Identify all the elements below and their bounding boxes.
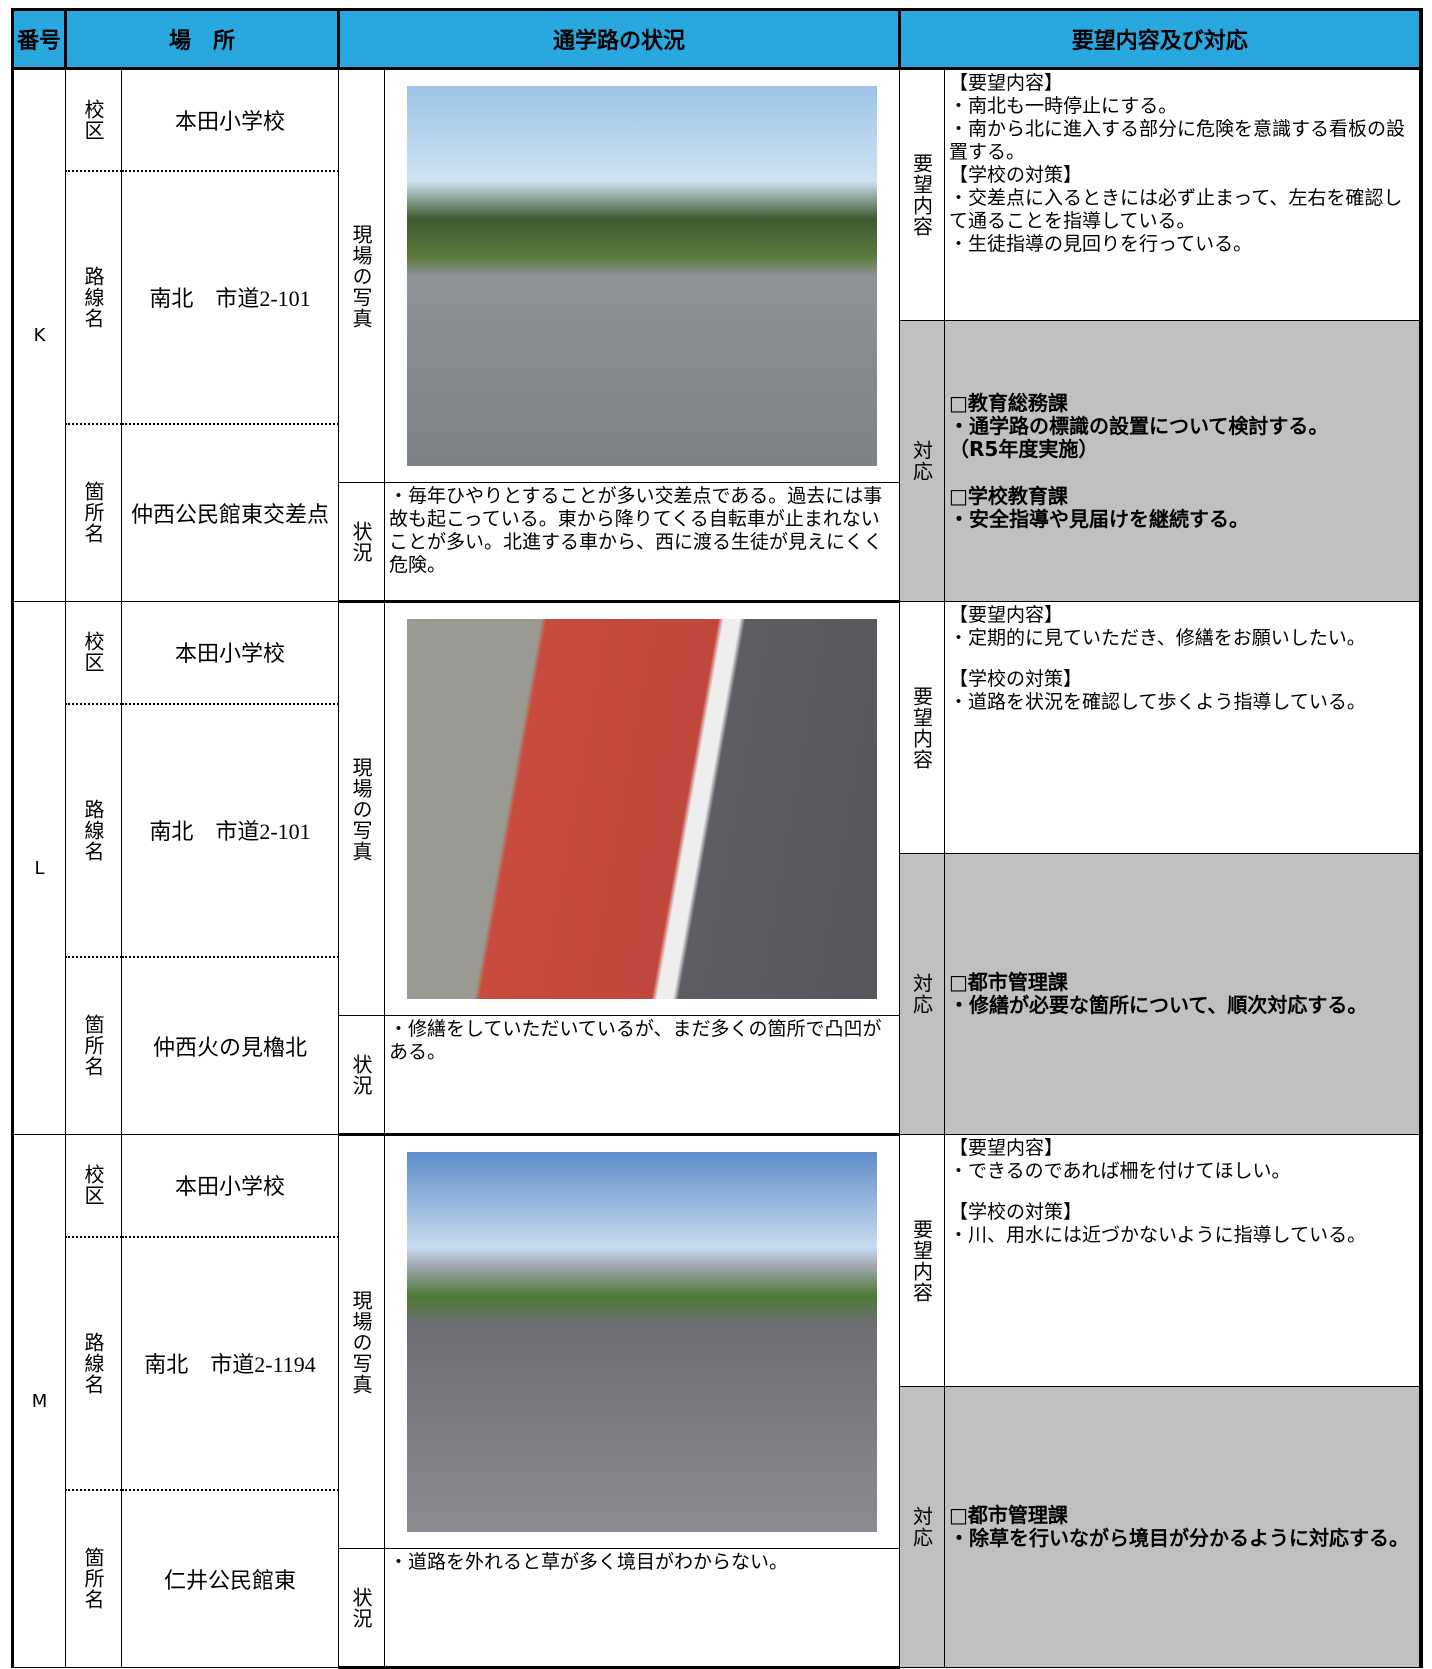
request-line: 【要望内容】 (949, 605, 1064, 626)
record-row: 路線名 南北 市道2-1194 (13, 1236, 1421, 1491)
spot: 仲西火の見櫓北 (120, 956, 340, 1135)
request-line: 【学校の対策】 (949, 1202, 1083, 1223)
photo (407, 86, 878, 466)
request: 【要望内容】 ・南北も一時停止にする。 ・南から北に進入する部分に危険を意識する看板… (944, 68, 1423, 321)
request-line: 【学校の対策】 (949, 165, 1083, 186)
spot-label: 箇所名 (65, 1489, 122, 1668)
response-item: ・修繕が必要な箇所について、順次対応する。 (949, 993, 1368, 1017)
department: □都市管理課 (949, 1503, 1068, 1527)
school: 本田小学校 (120, 1134, 340, 1238)
status-label: 状況 (338, 1548, 386, 1669)
record-row: 箇所名 仁井公民館東 (13, 1489, 1421, 1668)
record-id: K (11, 68, 66, 602)
request-label: 要望内容 (899, 601, 946, 854)
request-line: ・南北も一時停止にする。 (949, 96, 1178, 117)
photo-cell (384, 68, 901, 483)
response: □都市管理課 ・修繕が必要な箇所について、順次対応する。 (944, 853, 1423, 1135)
school: 本田小学校 (120, 68, 340, 172)
request-line: ・川、用水には近づかないように指導している。 (949, 1225, 1367, 1246)
header-request: 要望内容及び対応 (898, 8, 1423, 70)
record-row: 箇所名 仲西公民館東交差点 (13, 423, 1421, 602)
school: 本田小学校 (120, 601, 340, 705)
header-number: 番号 (11, 8, 67, 70)
request: 【要望内容】 ・定期的に見ていただき、修繕をお願いしたい。 【学校の対策】 ・道路を状… (944, 601, 1423, 854)
record-id: L (11, 601, 66, 1135)
response-group: □教育総務課 ・通学路の標識の設置について検討する。 （R5年度実施） (949, 390, 1415, 461)
response-item: ・除草を行いながら境目が分かるように対応する。 (949, 1526, 1410, 1550)
record-row: 状況 ・修繕をしていただいているが、まだ多くの箇所で凸凹がある。 (13, 1015, 1421, 1136)
request-line: 【要望内容】 (949, 1138, 1064, 1159)
record-row: M 校区 本田小学校 現場の写真 要望内容 【要望内容】 ・できるのであれば柵を付けてほしい… (11, 1134, 1423, 1668)
record-row: 状況 ・毎年ひやりとすることが多い交差点である。過去には事故も起こっている。東から… (13, 482, 1421, 603)
header-place: 場 所 (63, 8, 341, 70)
road-table: 番号 場 所 通学路の状況 要望内容及び対応 K 校区 本田小学校 現場の写真 要望内容… (11, 8, 1423, 1669)
photo (407, 619, 878, 999)
route-label: 路線名 (65, 1236, 122, 1491)
request-line: ・定期的に見ていただき、修繕をお願いしたい。 (949, 628, 1366, 649)
photo-cell (384, 601, 901, 1016)
school-label: 校区 (65, 68, 122, 172)
response-group: □都市管理課 ・除草を行いながら境目が分かるように対応する。 (949, 1504, 1415, 1550)
response-item: ・通学路の標識の設置について検討する。 (949, 413, 1329, 438)
request-line: 【学校の対策】 (949, 669, 1083, 690)
request-line: 【要望内容】 (949, 73, 1064, 94)
record-row: 路線名 南北 市道2-101 (13, 170, 1421, 425)
route-label: 路線名 (65, 703, 122, 958)
department: □教育総務課 (949, 390, 1068, 415)
record-row: 対応 □都市管理課 ・除草を行いながら境目が分かるように対応する。 (13, 1386, 1423, 1668)
status: ・道路を外れると草が多く境目がわからない。 (384, 1548, 901, 1669)
response-group: □学校教育課 ・安全指導や見届けを継続する。 (949, 483, 1415, 531)
spot: 仲西公民館東交差点 (120, 423, 340, 602)
response-item: ・安全指導や見届けを継続する。 (949, 506, 1250, 531)
request-line: ・道路を状況を確認して歩くよう指導している。 (949, 692, 1366, 713)
response-label: 対応 (899, 1386, 946, 1668)
response: □都市管理課 ・除草を行いながら境目が分かるように対応する。 (944, 1386, 1423, 1668)
route: 南北 市道2-1194 (120, 1236, 340, 1491)
spot-label: 箇所名 (65, 423, 122, 602)
department: □都市管理課 (949, 970, 1068, 994)
department: □学校教育課 (949, 483, 1068, 508)
route-label: 路線名 (65, 170, 122, 425)
record-row: 路線名 南北 市道2-101 (13, 703, 1421, 958)
request-line: ・交差点に入るときには必ず止まって、左右を確認して通ることを指導している。 (949, 188, 1403, 232)
response: □教育総務課 ・通学路の標識の設置について検討する。 （R5年度実施） □学校教育課・… (944, 320, 1423, 602)
school-label: 校区 (65, 1134, 122, 1238)
response-label: 対応 (899, 320, 946, 602)
response-item: （R5年度実施） (949, 436, 1099, 461)
photo (407, 1152, 878, 1532)
status: ・毎年ひやりとすることが多い交差点である。過去には事故も起こっている。東から降り… (384, 482, 901, 603)
response-group: □都市管理課 ・修繕が必要な箇所について、順次対応する。 (949, 971, 1415, 1017)
record-row: 箇所名 仲西火の見櫓北 (13, 956, 1421, 1135)
record-row: 対応 □都市管理課 ・修繕が必要な箇所について、順次対応する。 (13, 853, 1423, 1135)
status-label: 状況 (338, 482, 386, 603)
photo-label: 現場の写真 (338, 601, 386, 1016)
request-line: ・できるのであれば柵を付けてほしい。 (949, 1161, 1291, 1182)
request-label: 要望内容 (899, 1134, 946, 1387)
record-id: M (11, 1134, 66, 1668)
route: 南北 市道2-101 (120, 703, 340, 958)
status-label: 状況 (338, 1015, 386, 1136)
request-line: ・生徒指導の見回りを行っている。 (949, 234, 1253, 255)
photo-cell (384, 1134, 901, 1549)
photo-label: 現場の写真 (338, 1134, 386, 1549)
record-row: L 校区 本田小学校 現場の写真 要望内容 【要望内容】 ・定期的に見ていただき、修繕をお願… (11, 601, 1423, 1135)
status: ・修繕をしていただいているが、まだ多くの箇所で凸凹がある。 (384, 1015, 901, 1136)
response-label: 対応 (899, 853, 946, 1135)
spot: 仁井公民館東 (120, 1489, 340, 1668)
spot-label: 箇所名 (65, 956, 122, 1135)
request-label: 要望内容 (899, 68, 946, 321)
record-row: 対応 □教育総務課 ・通学路の標識の設置について検討する。 （R5年度実施） □学校教育… (13, 320, 1423, 602)
header-situation: 通学路の状況 (337, 8, 902, 70)
school-label: 校区 (65, 601, 122, 705)
record-row: K 校区 本田小学校 現場の写真 要望内容 【要望内容】 ・南北も一時停止にする。 ・南から北… (11, 68, 1423, 602)
request-line: ・南から北に進入する部分に危険を意識する看板の設置する。 (949, 119, 1406, 163)
photo-label: 現場の写真 (338, 68, 386, 483)
request: 【要望内容】 ・できるのであれば柵を付けてほしい。 【学校の対策】 ・川、用水には近づ… (944, 1134, 1423, 1387)
route: 南北 市道2-101 (120, 170, 340, 425)
